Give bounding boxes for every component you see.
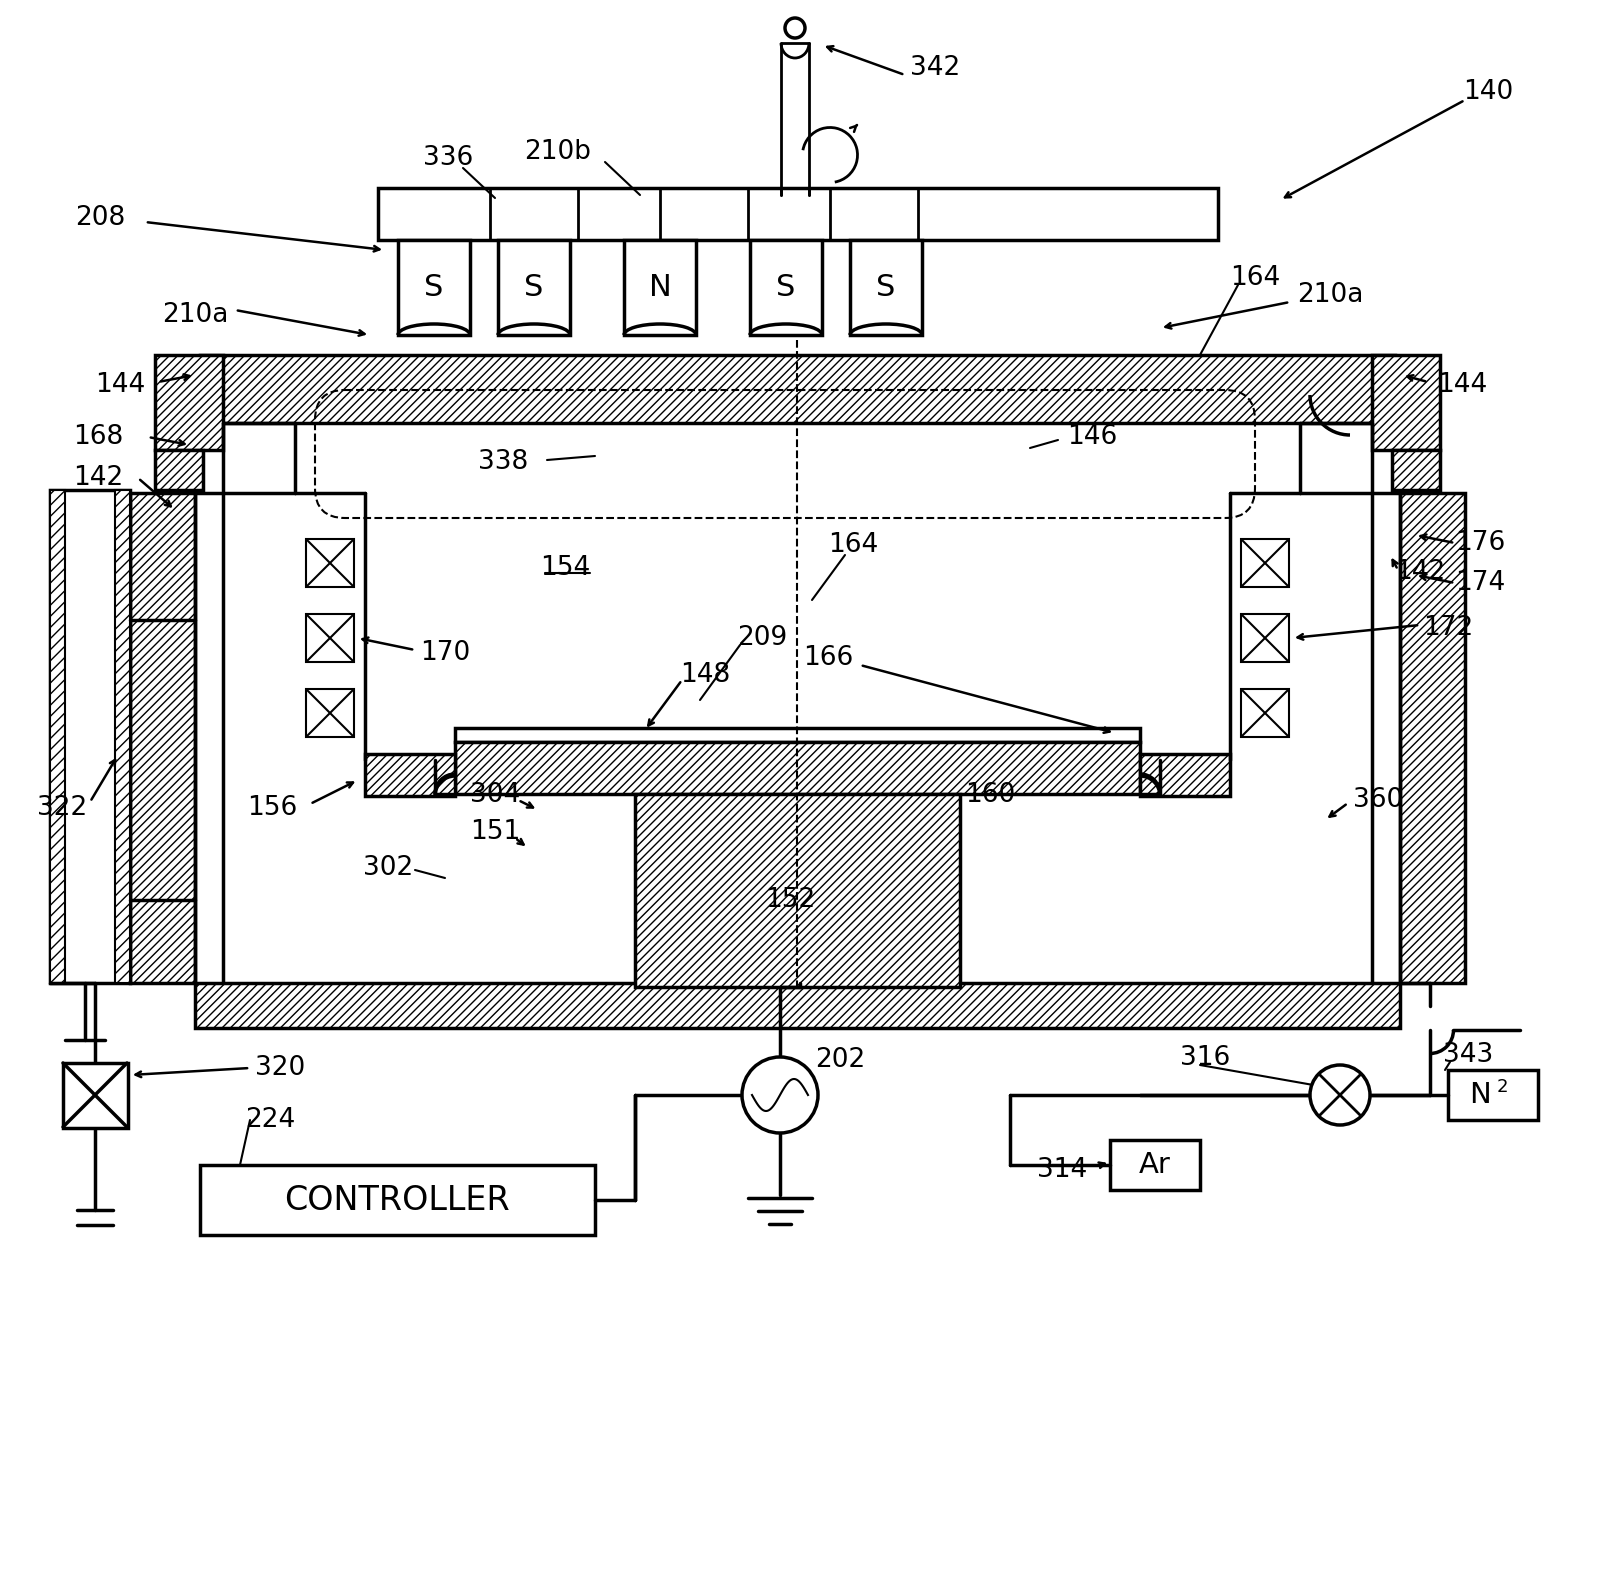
Bar [155,354,224,450]
Text: 176: 176 [1455,531,1505,556]
Bar [497,239,570,335]
Text: 209: 209 [737,625,787,650]
Text: 146: 146 [1067,424,1117,450]
Text: S: S [525,272,544,301]
Text: 316: 316 [1180,1044,1230,1071]
Bar [378,187,1219,239]
Text: 140: 140 [1463,79,1513,106]
Circle shape [742,1057,818,1132]
Text: S: S [425,272,444,301]
Text: 156: 156 [246,795,298,821]
Text: 174: 174 [1455,570,1505,595]
Text: 322: 322 [37,795,87,821]
Text: N: N [1468,1080,1491,1109]
Text: 142: 142 [72,465,122,491]
Bar [114,490,130,983]
Text: 2: 2 [1497,1077,1509,1096]
Text: 208: 208 [76,205,126,232]
Text: Ar: Ar [1138,1151,1170,1180]
Bar [200,1166,596,1235]
Text: 304: 304 [470,783,520,808]
Text: 302: 302 [362,855,414,880]
Text: 360: 360 [1352,788,1404,813]
Bar [456,728,1140,742]
Bar [1140,754,1230,795]
Bar [1401,493,1465,983]
Text: 160: 160 [964,783,1016,808]
Circle shape [786,17,805,38]
Text: 168: 168 [72,424,122,450]
Bar [155,450,203,490]
Bar [50,490,130,983]
Bar [306,614,354,662]
Bar [456,742,1140,794]
Bar [63,1063,129,1128]
Bar [1109,1140,1199,1191]
Text: 320: 320 [254,1055,306,1080]
Bar [398,239,470,335]
Bar [1241,539,1290,587]
Text: S: S [876,272,895,301]
Text: 172: 172 [1423,614,1473,641]
Bar [850,239,923,335]
Bar [365,754,456,795]
Text: 338: 338 [478,449,528,476]
Text: 343: 343 [1443,1043,1492,1068]
Text: 151: 151 [470,819,520,846]
Bar [625,239,696,335]
Text: 336: 336 [423,145,473,172]
Bar [1393,450,1439,490]
Text: 210b: 210b [525,139,591,165]
Text: 166: 166 [803,646,853,671]
Text: CONTROLLER: CONTROLLER [283,1183,510,1216]
Text: 170: 170 [420,639,470,666]
Text: 154: 154 [539,554,591,581]
Text: 164: 164 [1230,265,1280,291]
Bar [634,794,960,988]
Bar [195,983,1401,1028]
Text: 142: 142 [1394,559,1446,584]
Text: S: S [776,272,795,301]
Bar [1241,688,1290,737]
Text: 210a: 210a [1296,282,1364,309]
Bar [1447,1069,1538,1120]
Bar [1372,354,1439,450]
Bar [1241,614,1290,662]
Text: 152: 152 [765,887,815,913]
Text: 224: 224 [245,1107,295,1132]
Bar [306,539,354,587]
Text: 202: 202 [815,1047,865,1073]
Circle shape [1311,1065,1370,1125]
Bar [50,490,64,983]
Text: 314: 314 [1037,1158,1087,1183]
Text: 144: 144 [1436,372,1488,398]
Text: 342: 342 [910,55,960,80]
Text: 148: 148 [679,662,729,688]
Text: 210a: 210a [163,302,229,328]
Bar [750,239,823,335]
Bar [200,354,1394,424]
Text: 144: 144 [95,372,145,398]
Bar [306,688,354,737]
Text: 164: 164 [828,532,877,558]
Text: N: N [649,272,671,301]
Bar [130,493,195,983]
